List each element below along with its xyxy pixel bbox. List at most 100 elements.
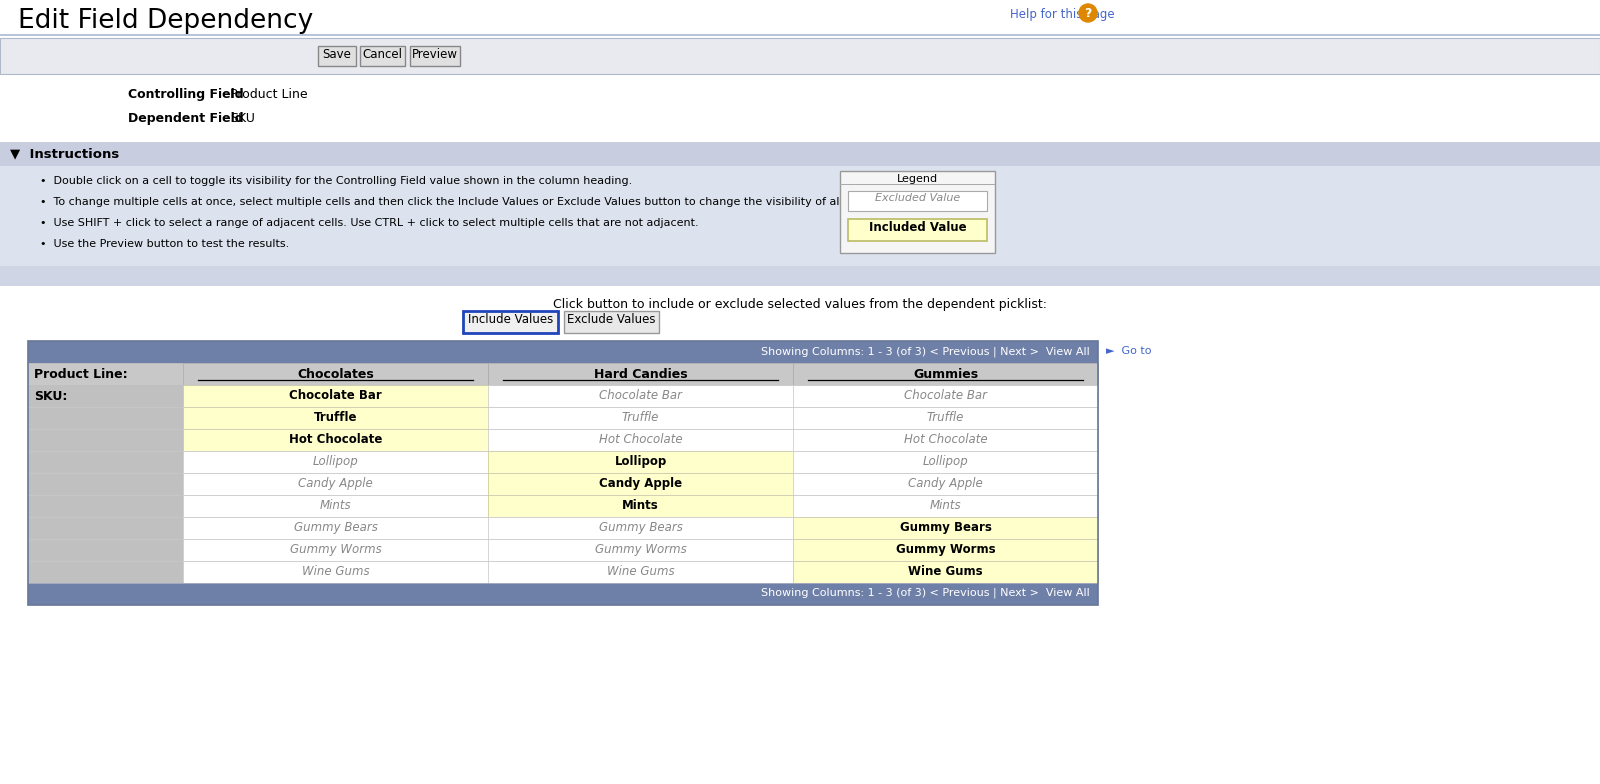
Bar bbox=[794, 429, 1098, 451]
Bar bbox=[840, 171, 995, 253]
Text: Dependent Field: Dependent Field bbox=[128, 112, 243, 125]
Text: Truffle: Truffle bbox=[314, 411, 357, 424]
Text: Exclude Values: Exclude Values bbox=[568, 313, 656, 326]
Text: Chocolates: Chocolates bbox=[298, 368, 374, 381]
Text: Showing Columns: 1 - 3 (of 3) < Previous | Next >  View All: Showing Columns: 1 - 3 (of 3) < Previous… bbox=[762, 346, 1090, 357]
Text: Mints: Mints bbox=[622, 499, 659, 512]
Text: Excluded Value: Excluded Value bbox=[875, 193, 960, 203]
Text: Showing Columns: 1 - 3 (of 3) < Previous | Next >  View All: Showing Columns: 1 - 3 (of 3) < Previous… bbox=[762, 588, 1090, 598]
Text: Hot Chocolate: Hot Chocolate bbox=[598, 433, 682, 446]
Circle shape bbox=[1078, 4, 1098, 22]
Text: Hard Candies: Hard Candies bbox=[594, 368, 688, 381]
Text: Wine Gums: Wine Gums bbox=[302, 565, 370, 578]
Bar bbox=[29, 341, 1098, 363]
Bar bbox=[0, 38, 1600, 74]
Text: Truffle: Truffle bbox=[622, 411, 659, 424]
Text: Save: Save bbox=[323, 48, 352, 61]
Text: Gummy Worms: Gummy Worms bbox=[896, 543, 995, 556]
Text: Wine Gums: Wine Gums bbox=[909, 565, 982, 578]
Bar bbox=[794, 385, 1098, 407]
Text: Gummies: Gummies bbox=[914, 368, 978, 381]
Bar bbox=[182, 495, 488, 517]
Bar bbox=[29, 385, 182, 583]
Text: Gummy Bears: Gummy Bears bbox=[598, 521, 683, 534]
Text: Product Line: Product Line bbox=[230, 88, 307, 101]
Bar bbox=[794, 407, 1098, 429]
Bar bbox=[488, 429, 794, 451]
Text: Help for this Page: Help for this Page bbox=[1010, 8, 1115, 21]
Bar bbox=[182, 451, 488, 473]
Bar bbox=[794, 451, 1098, 473]
Text: SKU: SKU bbox=[230, 112, 254, 125]
Text: ►  Go to: ► Go to bbox=[1106, 346, 1152, 356]
Bar bbox=[0, 142, 1600, 166]
Text: Chocolate Bar: Chocolate Bar bbox=[290, 389, 382, 402]
Bar bbox=[182, 429, 488, 451]
Bar bbox=[318, 46, 355, 66]
Text: Product Line:: Product Line: bbox=[34, 368, 128, 381]
Bar bbox=[0, 266, 1600, 286]
Bar bbox=[794, 363, 1098, 385]
Bar bbox=[182, 539, 488, 561]
Text: Mints: Mints bbox=[930, 499, 962, 512]
Text: Hot Chocolate: Hot Chocolate bbox=[290, 433, 382, 446]
Text: ▼  Instructions: ▼ Instructions bbox=[10, 147, 120, 160]
Bar bbox=[488, 539, 794, 561]
Bar bbox=[29, 341, 1098, 605]
Bar bbox=[182, 407, 488, 429]
Bar bbox=[488, 473, 794, 495]
Bar bbox=[0, 166, 1600, 266]
Bar bbox=[360, 46, 405, 66]
Text: Lollipop: Lollipop bbox=[312, 455, 358, 468]
Bar bbox=[29, 363, 1098, 385]
Bar bbox=[488, 495, 794, 517]
Bar bbox=[0, 38, 1600, 74]
Bar bbox=[410, 46, 461, 66]
Bar bbox=[182, 363, 488, 385]
Bar bbox=[488, 451, 794, 473]
Bar bbox=[488, 407, 794, 429]
Text: Candy Apple: Candy Apple bbox=[909, 477, 982, 490]
Bar bbox=[488, 385, 794, 407]
Bar bbox=[182, 561, 488, 583]
Bar bbox=[794, 473, 1098, 495]
Text: Include Values: Include Values bbox=[467, 313, 554, 326]
Text: Click button to include or exclude selected values from the dependent picklist:: Click button to include or exclude selec… bbox=[554, 298, 1046, 311]
Text: •  To change multiple cells at once, select multiple cells and then click the In: • To change multiple cells at once, sele… bbox=[40, 197, 971, 207]
Text: Included Value: Included Value bbox=[869, 221, 966, 234]
Text: Hot Chocolate: Hot Chocolate bbox=[904, 433, 987, 446]
Bar bbox=[488, 561, 794, 583]
Text: Chocolate Bar: Chocolate Bar bbox=[904, 389, 987, 402]
Text: Edit Field Dependency: Edit Field Dependency bbox=[18, 8, 314, 34]
Bar bbox=[794, 517, 1098, 539]
Text: Gummy Bears: Gummy Bears bbox=[899, 521, 992, 534]
Bar bbox=[848, 191, 987, 211]
Text: Legend: Legend bbox=[898, 174, 938, 184]
Text: Candy Apple: Candy Apple bbox=[298, 477, 373, 490]
Bar bbox=[794, 561, 1098, 583]
Bar bbox=[794, 495, 1098, 517]
Text: •  Use SHIFT + click to select a range of adjacent cells. Use CTRL + click to se: • Use SHIFT + click to select a range of… bbox=[40, 218, 699, 228]
Text: Chocolate Bar: Chocolate Bar bbox=[598, 389, 682, 402]
Text: Gummy Worms: Gummy Worms bbox=[290, 543, 381, 556]
Bar bbox=[182, 385, 488, 407]
Bar bbox=[563, 311, 659, 333]
Bar bbox=[488, 517, 794, 539]
Bar bbox=[462, 311, 558, 333]
Bar bbox=[840, 184, 995, 185]
Bar bbox=[182, 473, 488, 495]
Bar bbox=[0, 286, 1600, 341]
Text: Cancel: Cancel bbox=[363, 48, 403, 61]
Bar bbox=[0, 74, 1600, 142]
Text: •  Double click on a cell to toggle its visibility for the Controlling Field val: • Double click on a cell to toggle its v… bbox=[40, 176, 632, 186]
Bar bbox=[794, 539, 1098, 561]
Bar bbox=[848, 219, 987, 241]
Text: Truffle: Truffle bbox=[926, 411, 965, 424]
Text: Mints: Mints bbox=[320, 499, 352, 512]
Text: Gummy Worms: Gummy Worms bbox=[595, 543, 686, 556]
Text: •  Use the Preview button to test the results.: • Use the Preview button to test the res… bbox=[40, 239, 290, 249]
Text: Lollipop: Lollipop bbox=[614, 455, 667, 468]
Bar bbox=[182, 517, 488, 539]
Bar bbox=[488, 363, 794, 385]
Text: ?: ? bbox=[1085, 6, 1091, 20]
